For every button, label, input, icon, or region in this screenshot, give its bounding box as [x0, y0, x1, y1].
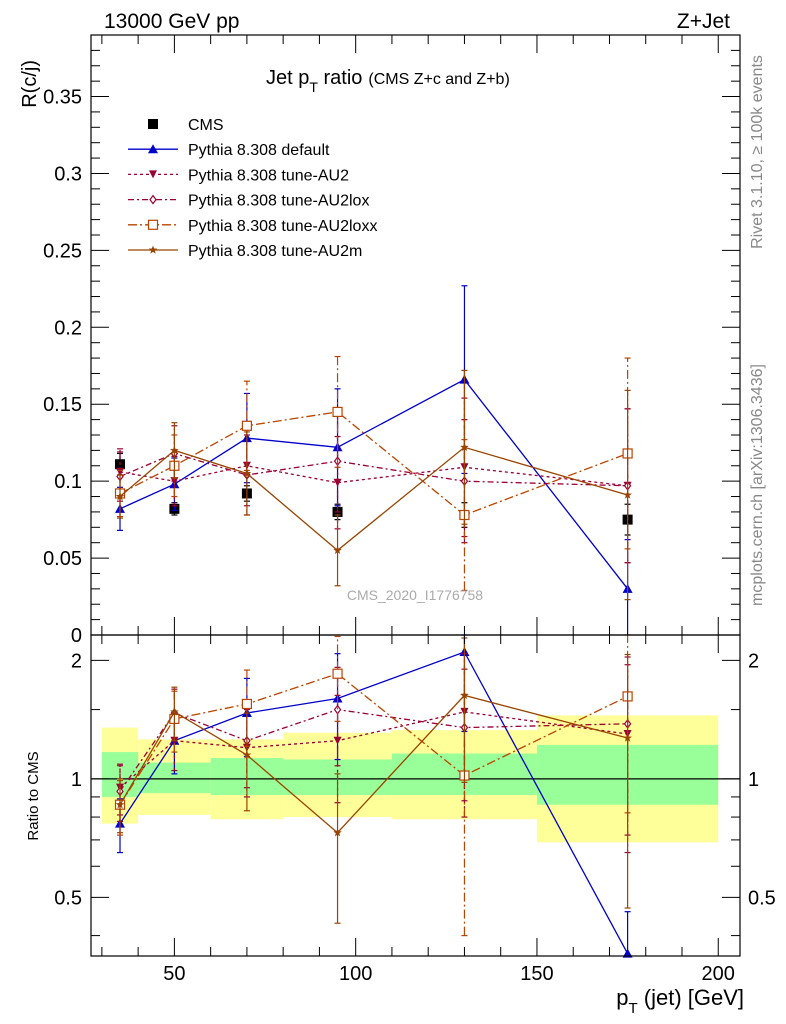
bottom-frame	[90, 634, 741, 957]
xtick-label: 200	[702, 963, 735, 985]
data-point-au2loxx	[332, 406, 343, 418]
side-label-bottom: mcplots.cern.ch [arXiv:1306.3436]	[749, 364, 766, 606]
x-axis-label-main: p	[616, 985, 628, 1010]
legend-marker-au2	[149, 170, 157, 179]
top-ytick-labels: 0 0.05 0.1 0.15 0.2 0.25 0.3 0.35	[43, 87, 82, 647]
data-point-au2m	[115, 492, 125, 501]
top-ytick-label: 0.3	[54, 163, 82, 185]
ratio-series-au2m	[115, 637, 632, 924]
top-ytick-label: 0.25	[43, 240, 82, 262]
legend: CMS Pythia 8.308 default Pythia 8.308 tune…	[128, 117, 377, 260]
legend-marker-au2m	[148, 245, 158, 254]
series-default	[115, 285, 633, 635]
data-point-au2m	[460, 442, 469, 451]
top-series-layer	[114, 285, 633, 635]
top-ytick-label: 0.35	[43, 87, 82, 109]
bottom-panel: 0.5 0.5 1 1 2 2 50 100 150 200 Ratio to CMS pT (…	[25, 634, 776, 1017]
ratio-point-au2loxx	[241, 698, 253, 710]
series-cms	[115, 452, 633, 536]
legend-label-au2: Pythia 8.308 tune-AU2	[188, 167, 349, 184]
bottom-ytick-labels: 0.5 0.5 1 1 2 2	[54, 650, 776, 909]
ratio-line-au2m	[119, 694, 628, 834]
ratio-point-au2m	[170, 707, 179, 716]
legend-label-au2lox: Pythia 8.308 tune-AU2lox	[188, 193, 369, 210]
series-line-au2lox	[119, 452, 628, 487]
legend-label-cms: CMS	[188, 117, 224, 134]
series-au2lox	[116, 408, 632, 564]
bottom-ylabel: Ratio to CMS	[25, 751, 42, 840]
bottom-ytick-label-left: 0.5	[54, 887, 82, 909]
legend-label-default: Pythia 8.308 default	[188, 142, 330, 159]
chart-title-sub: T	[309, 79, 318, 95]
xtick-label: 100	[339, 963, 372, 985]
legend-marker-default	[148, 144, 158, 154]
series-line-au2m	[119, 446, 628, 552]
x-axis-label: pT (jet) [GeV]	[616, 985, 744, 1017]
bottom-ytick-label-left: 1	[71, 769, 82, 791]
chart-title-main: Jet p	[266, 67, 309, 89]
series-au2m	[115, 369, 632, 601]
data-point-au2m	[170, 445, 179, 455]
data-point-au2m	[623, 490, 632, 499]
xtick-label: 150	[520, 963, 553, 985]
bottom-ticks	[91, 635, 740, 956]
legend-marker-au2lox	[149, 194, 157, 205]
data-point-au2m	[333, 545, 342, 555]
bottom-ytick-label-right: 0.5	[748, 887, 776, 909]
legend-label-au2m: Pythia 8.308 tune-AU2m	[188, 243, 362, 260]
chart-title-note: (CMS Z+c and Z+b)	[368, 71, 509, 88]
bottom-series-layer	[114, 634, 633, 958]
series-au2	[116, 397, 632, 564]
bottom-ytick-label-right: 2	[748, 650, 759, 672]
xtick-labels: 50 100 150 200	[163, 963, 735, 985]
side-label-top: Rivet 3.1.10, ≥ 100k events	[749, 55, 766, 249]
bottom-ytick-label-right: 1	[748, 769, 759, 791]
ratio-point-au2loxx	[332, 668, 343, 679]
top-ytick-label: 0.15	[43, 394, 82, 416]
ratio-point-au2m	[460, 690, 469, 699]
series-line-au2	[119, 465, 628, 487]
top-ytick-label: 0	[71, 625, 82, 647]
top-ticks	[91, 35, 740, 636]
bottom-ytick-label-left: 2	[71, 650, 82, 672]
data-point-au2loxx	[241, 420, 253, 431]
chart-title: Jet pT ratio (CMS Z+c and Z+b)	[266, 67, 510, 95]
top-ytick-label: 0.1	[54, 471, 82, 493]
ratio-point-au2m	[623, 733, 632, 742]
series-line-default	[119, 378, 629, 590]
data-point-au2m	[242, 468, 252, 478]
top-ytick-label: 0.05	[43, 548, 82, 570]
ratio-line-au2lox	[119, 708, 628, 792]
top-panel: 0 0.05 0.1 0.15 0.2 0.25 0.3 0.35 CMS_2020_I177…	[19, 34, 741, 647]
chart-title-rest: ratio	[318, 67, 362, 89]
ratio-point-au2m	[242, 750, 252, 759]
legend-label-au2loxx: Pythia 8.308 tune-AU2loxx	[188, 218, 377, 235]
xtick-label: 50	[163, 963, 185, 985]
header-left: 13000 GeV pp	[104, 10, 239, 33]
top-ytick-label: 0.2	[54, 317, 82, 339]
x-axis-label-sub: T	[628, 1000, 637, 1017]
legend-marker-au2loxx	[147, 219, 159, 230]
ratio-point-au2m	[115, 800, 125, 809]
ratio-line-au2loxx	[119, 672, 628, 806]
legend-marker-cms	[148, 119, 158, 129]
x-axis-label-rest: (jet) [GeV]	[638, 985, 744, 1010]
ratio-point-au2m	[333, 828, 342, 837]
top-ylabel: R(c/j)	[19, 60, 41, 108]
ratio-point-default	[622, 948, 633, 958]
watermark: CMS_2020_I1776758	[347, 587, 483, 603]
series-line-au2loxx	[119, 411, 628, 516]
header-right: Z+Jet	[677, 10, 730, 33]
